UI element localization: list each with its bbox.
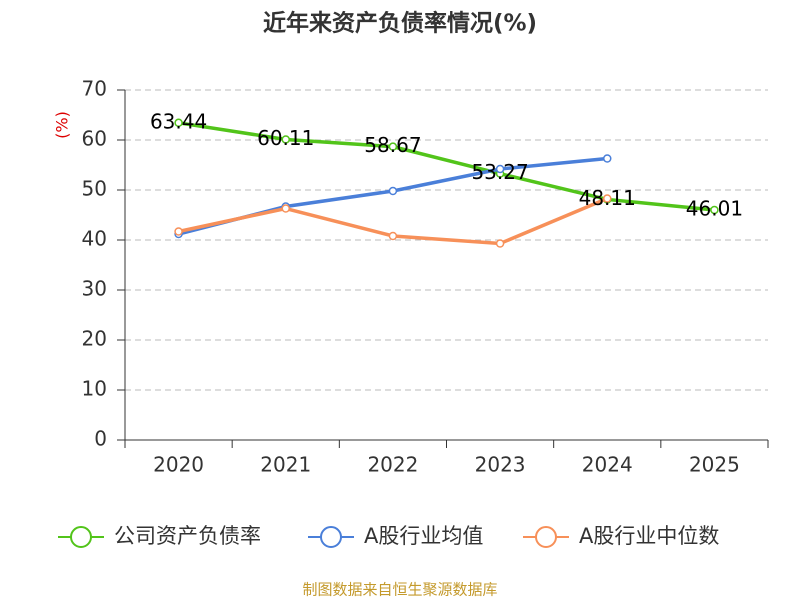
data-label: 48.11: [579, 186, 636, 210]
x-tick-label: 2023: [475, 453, 526, 477]
y-tick-label: 0: [94, 427, 107, 451]
source-note: 制图数据来自恒生聚源数据库: [302, 581, 497, 599]
x-tick-label: 2025: [689, 453, 740, 477]
x-tick-label: 2020: [153, 453, 204, 477]
y-tick-label: 30: [82, 277, 107, 301]
y-tick-label: 40: [82, 227, 107, 251]
data-label: 58.67: [364, 133, 421, 157]
data-label: 63.44: [150, 109, 207, 133]
legend-marker: [535, 526, 557, 548]
x-tick-label: 2024: [582, 453, 633, 477]
point: [281, 204, 290, 213]
legend-marker: [320, 526, 342, 548]
point: [174, 227, 183, 236]
legend-label: 公司资产负债率: [114, 524, 261, 548]
point: [495, 239, 505, 248]
chart-title: 近年来资产负债率情况(%): [263, 10, 537, 37]
legend-marker: [70, 526, 92, 548]
point: [388, 231, 398, 241]
y-tick-label: 20: [82, 327, 107, 351]
data-label: 53.27: [471, 160, 528, 184]
point: [710, 205, 719, 215]
series-line: [178, 156, 608, 236]
y-tick-label: 10: [82, 377, 107, 401]
point: [174, 118, 183, 128]
x-tick-label: 2022: [367, 453, 418, 477]
point: [603, 194, 612, 203]
point: [388, 186, 398, 196]
point: [388, 142, 398, 151]
y-tick-label: 50: [82, 177, 107, 201]
data-label: 60.11: [257, 126, 314, 150]
series-line: [178, 121, 715, 212]
point: [603, 154, 612, 163]
y-tick-label: 70: [82, 77, 107, 101]
data-label: 46.01: [686, 196, 743, 220]
x-tick-label: 2021: [260, 453, 311, 477]
y-axis-label: (%): [53, 111, 72, 139]
legend-label: A股行业中位数: [579, 524, 719, 548]
y-tick-label: 60: [82, 127, 107, 151]
point: [281, 135, 290, 144]
legend-label: A股行业均值: [364, 524, 483, 548]
point: [495, 164, 505, 174]
